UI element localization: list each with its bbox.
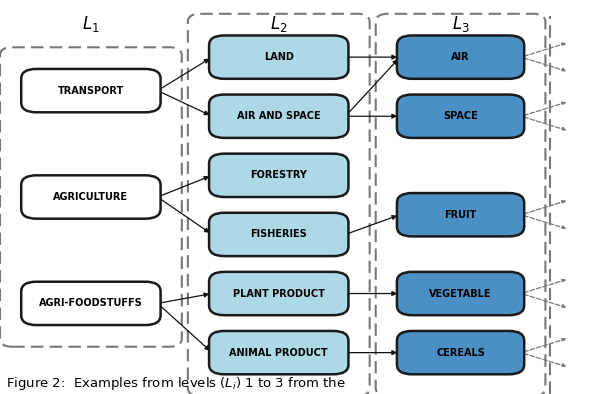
Text: PLANT PRODUCT: PLANT PRODUCT [233, 288, 325, 299]
Text: CEREALS: CEREALS [436, 348, 485, 358]
FancyBboxPatch shape [209, 331, 348, 374]
Text: FORESTRY: FORESTRY [250, 170, 307, 180]
Text: ANIMAL PRODUCT: ANIMAL PRODUCT [230, 348, 328, 358]
Text: VEGETABLE: VEGETABLE [429, 288, 492, 299]
Text: AIR AND SPACE: AIR AND SPACE [237, 111, 321, 121]
Text: FRUIT: FRUIT [444, 210, 477, 220]
FancyBboxPatch shape [209, 272, 348, 315]
FancyBboxPatch shape [21, 69, 161, 112]
FancyBboxPatch shape [209, 154, 348, 197]
Text: FISHERIES: FISHERIES [250, 229, 307, 240]
Text: $L_3$: $L_3$ [451, 14, 470, 34]
FancyBboxPatch shape [209, 213, 348, 256]
Text: $L_2$: $L_2$ [270, 14, 287, 34]
Text: SPACE: SPACE [443, 111, 478, 121]
FancyBboxPatch shape [21, 282, 161, 325]
FancyBboxPatch shape [397, 35, 524, 79]
FancyBboxPatch shape [397, 193, 524, 236]
Text: $L_1$: $L_1$ [82, 14, 100, 34]
Text: TRANSPORT: TRANSPORT [58, 85, 124, 96]
Text: AIR: AIR [451, 52, 470, 62]
Text: AGRI-FOODSTUFFS: AGRI-FOODSTUFFS [39, 298, 143, 309]
FancyBboxPatch shape [397, 331, 524, 374]
FancyBboxPatch shape [209, 95, 348, 138]
FancyBboxPatch shape [397, 272, 524, 315]
FancyBboxPatch shape [21, 175, 161, 219]
FancyBboxPatch shape [397, 95, 524, 138]
Text: LAND: LAND [264, 52, 294, 62]
Text: AGRICULTURE: AGRICULTURE [53, 192, 128, 202]
Text: Figure 2:  Examples from levels $(L_i)$ 1 to 3 from the: Figure 2: Examples from levels $(L_i)$ 1… [6, 375, 346, 392]
FancyBboxPatch shape [209, 35, 348, 79]
